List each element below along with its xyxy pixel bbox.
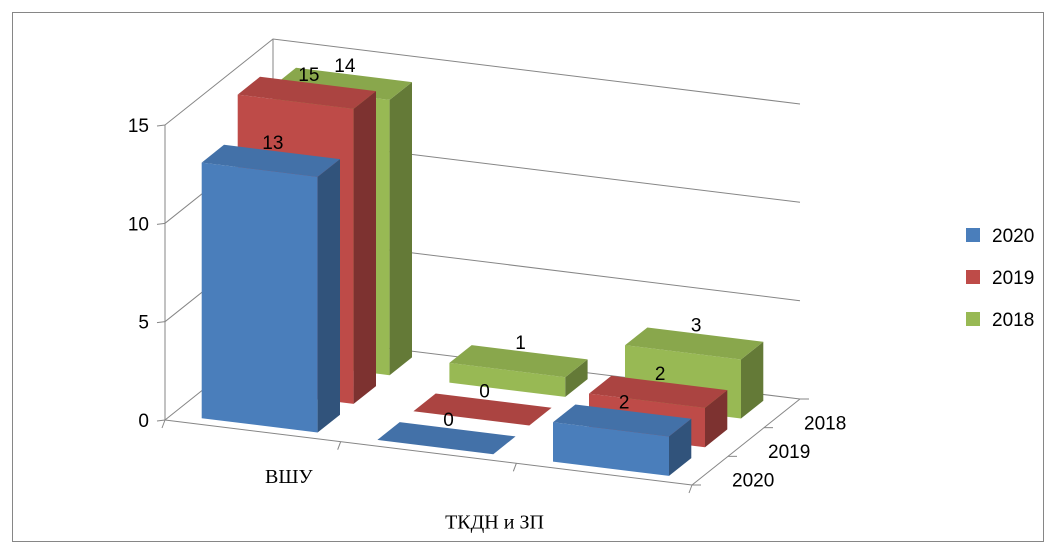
bar-front-face bbox=[449, 362, 566, 397]
x-tick-mark-3 bbox=[688, 484, 693, 494]
y-tick-mark-2 bbox=[156, 222, 166, 225]
x-tick-mark-1 bbox=[337, 441, 342, 450]
legend: 2020 2019 2018 bbox=[966, 226, 1034, 331]
bar-2020-1 bbox=[377, 422, 516, 455]
data-label-2018-2: 3 bbox=[691, 316, 702, 337]
bar-top-face bbox=[553, 404, 692, 437]
bar-top-face bbox=[413, 393, 552, 426]
bar-side-face bbox=[669, 418, 692, 476]
y-tick-label-2: 10 bbox=[128, 214, 149, 235]
bar-top-face bbox=[201, 144, 340, 177]
bar-2020-2 bbox=[553, 404, 692, 476]
depth-label-1: 2019 bbox=[768, 442, 810, 463]
bar-top-face bbox=[377, 422, 516, 455]
bar-front-face bbox=[553, 422, 669, 476]
legend-label-2: 2018 bbox=[992, 310, 1034, 331]
data-label-2019-1: 0 bbox=[479, 382, 490, 403]
bar-side-face bbox=[353, 91, 376, 404]
legend-label-0: 2020 bbox=[992, 226, 1034, 247]
y-tick-label-0: 0 bbox=[138, 411, 149, 432]
bar-side-face bbox=[705, 390, 728, 448]
legend-swatch-2 bbox=[966, 312, 980, 326]
x-tick-mark-0 bbox=[161, 419, 166, 429]
data-label-2020-2: 2 bbox=[619, 393, 630, 414]
category-label-1: ТКДН и ЗП bbox=[445, 512, 544, 534]
y-tick-mark-3 bbox=[156, 124, 166, 127]
floor-axes bbox=[156, 124, 809, 494]
depth-axis-line bbox=[691, 398, 801, 486]
bar-side-face bbox=[317, 159, 340, 433]
y-tick-mark-0 bbox=[156, 419, 166, 422]
bar-top-face bbox=[237, 76, 376, 109]
legend-swatch-1 bbox=[966, 270, 980, 284]
bar-top-face bbox=[273, 67, 412, 100]
bar-2019-1 bbox=[413, 393, 552, 426]
chart-frame bbox=[12, 12, 1044, 542]
depth-label-0: 2018 bbox=[804, 413, 846, 434]
data-label-2020-1: 0 bbox=[443, 410, 454, 431]
bar-top-face bbox=[625, 327, 764, 360]
bar-top-face bbox=[589, 375, 728, 408]
bar-2020-0 bbox=[201, 144, 340, 433]
data-label-2020-0: 13 bbox=[262, 133, 283, 154]
category-axis-line bbox=[164, 419, 693, 486]
y-tick-label-1: 5 bbox=[138, 313, 149, 334]
bar-top-face bbox=[449, 345, 588, 378]
legend-label-1: 2019 bbox=[992, 268, 1034, 289]
data-label-2018-0: 14 bbox=[334, 56, 356, 77]
legend-swatch-0 bbox=[966, 228, 980, 242]
data-label-2019-0: 15 bbox=[298, 65, 319, 86]
y-tick-label-3: 15 bbox=[128, 116, 149, 137]
bar-2018-1 bbox=[449, 345, 588, 397]
data-label-2018-1: 1 bbox=[515, 333, 526, 354]
bar-front-face bbox=[201, 162, 318, 433]
depth-label-2: 2020 bbox=[732, 471, 774, 492]
category-label-0: ВШУ bbox=[265, 466, 314, 488]
data-label-2019-2: 2 bbox=[655, 364, 666, 385]
bar-side-face bbox=[565, 359, 588, 397]
x-tick-mark-2 bbox=[512, 463, 517, 472]
bar-side-face bbox=[741, 341, 764, 419]
bars-layer bbox=[201, 67, 764, 476]
y-tick-mark-1 bbox=[156, 321, 166, 324]
bar-side-face bbox=[389, 82, 412, 376]
